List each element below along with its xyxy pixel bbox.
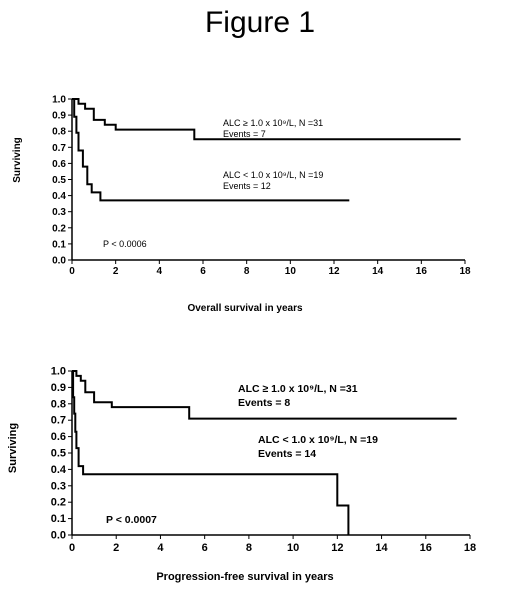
x-tick-label: 18 [459,266,471,277]
y-tick-label: 0.2 [51,497,66,509]
curve-annotation-label: ALC ≥ 1.0 x 10⁹/L, N =31 [223,118,323,128]
y-tick-label: 0.5 [51,448,66,460]
x-tick-label: 6 [202,542,208,554]
y-tick-label: 0.7 [52,143,66,154]
y-tick-label: 0.3 [51,480,66,492]
x-tick-label: 12 [331,542,343,554]
x-tick-label: 0 [69,266,75,277]
survival-curve-1 [72,370,457,420]
p-value-label: P < 0.0007 [106,514,157,526]
y-tick-label: 1.0 [51,366,66,378]
x-tick-label: 8 [244,266,250,277]
x-tick-label: 8 [246,542,252,554]
curve-annotation-label: ALC < 1.0 x 10⁹/L, N =19 [258,434,378,446]
y-axis-label: Surviving [7,423,19,473]
x-tick-label: 16 [420,542,432,554]
x-tick-label: 2 [113,542,119,554]
x-tick-label: 6 [200,266,206,277]
events-count-label: Events = 12 [223,181,271,191]
events-count-label: Events = 14 [258,448,316,460]
y-tick-label: 0.4 [51,464,67,476]
chart-1: 0.0 0.1 0.2 0.3 0.4 0.5 0.6 0.7 0.8 0.9 1.0 0 2 4 6 8 10… [12,95,471,315]
x-tick-label: 4 [157,542,164,554]
curve-annotation-label: ALC < 1.0 x 10⁹/L, N =19 [223,170,323,180]
y-tick-label: 0.8 [51,398,66,410]
y-tick-label: 0.0 [52,256,66,267]
x-tick-label: 2 [113,266,119,277]
y-tick-label: 0.6 [52,159,66,170]
y-tick-label: 0.5 [52,175,66,186]
y-tick-label: 0.4 [52,191,66,202]
survival-curve-1 [72,98,461,141]
y-tick-label: 0.1 [52,239,66,250]
y-tick-label: 0.7 [51,415,66,427]
x-tick-label: 14 [372,266,384,277]
y-tick-label: 0.9 [52,111,66,122]
events-count-label: Events = 7 [223,129,266,139]
p-value-label: P < 0.0006 [103,239,147,249]
y-tick-label: 0.1 [51,513,66,525]
x-tick-label: 18 [464,542,476,554]
x-tick-label: 10 [285,266,297,277]
y-tick-label: 0.8 [52,127,66,138]
x-axis-label: Overall survival in years [187,303,303,314]
y-tick-label: 0.9 [51,382,66,394]
survival-curve-2 [72,370,350,535]
y-tick-label: 0.3 [52,207,66,218]
y-axis-label: Surviving [12,137,23,183]
x-tick-label: 16 [416,266,428,277]
y-tick-label: 1.0 [52,95,66,106]
x-tick-label: 12 [328,266,340,277]
survival-curve-2 [72,98,350,202]
x-tick-label: 10 [287,542,299,554]
x-tick-label: 4 [157,266,163,277]
y-tick-label: 0.0 [51,530,66,542]
chart-2: 0.0 0.1 0.2 0.3 0.4 0.5 0.6 0.7 0.8 0.9 1.0 0 2 4 6 8 10… [7,366,476,584]
x-axis-label: Progression-free survival in years [156,571,333,583]
y-tick-label: 0.6 [51,431,66,443]
curve-annotation-label: ALC ≥ 1.0 x 10⁹/L, N =31 [238,383,358,395]
figure-title: Figure 1 [204,6,316,39]
x-tick-label: 14 [375,542,388,554]
y-tick-label: 0.2 [52,223,66,234]
x-tick-label: 0 [69,542,75,554]
events-count-label: Events = 8 [238,397,290,409]
